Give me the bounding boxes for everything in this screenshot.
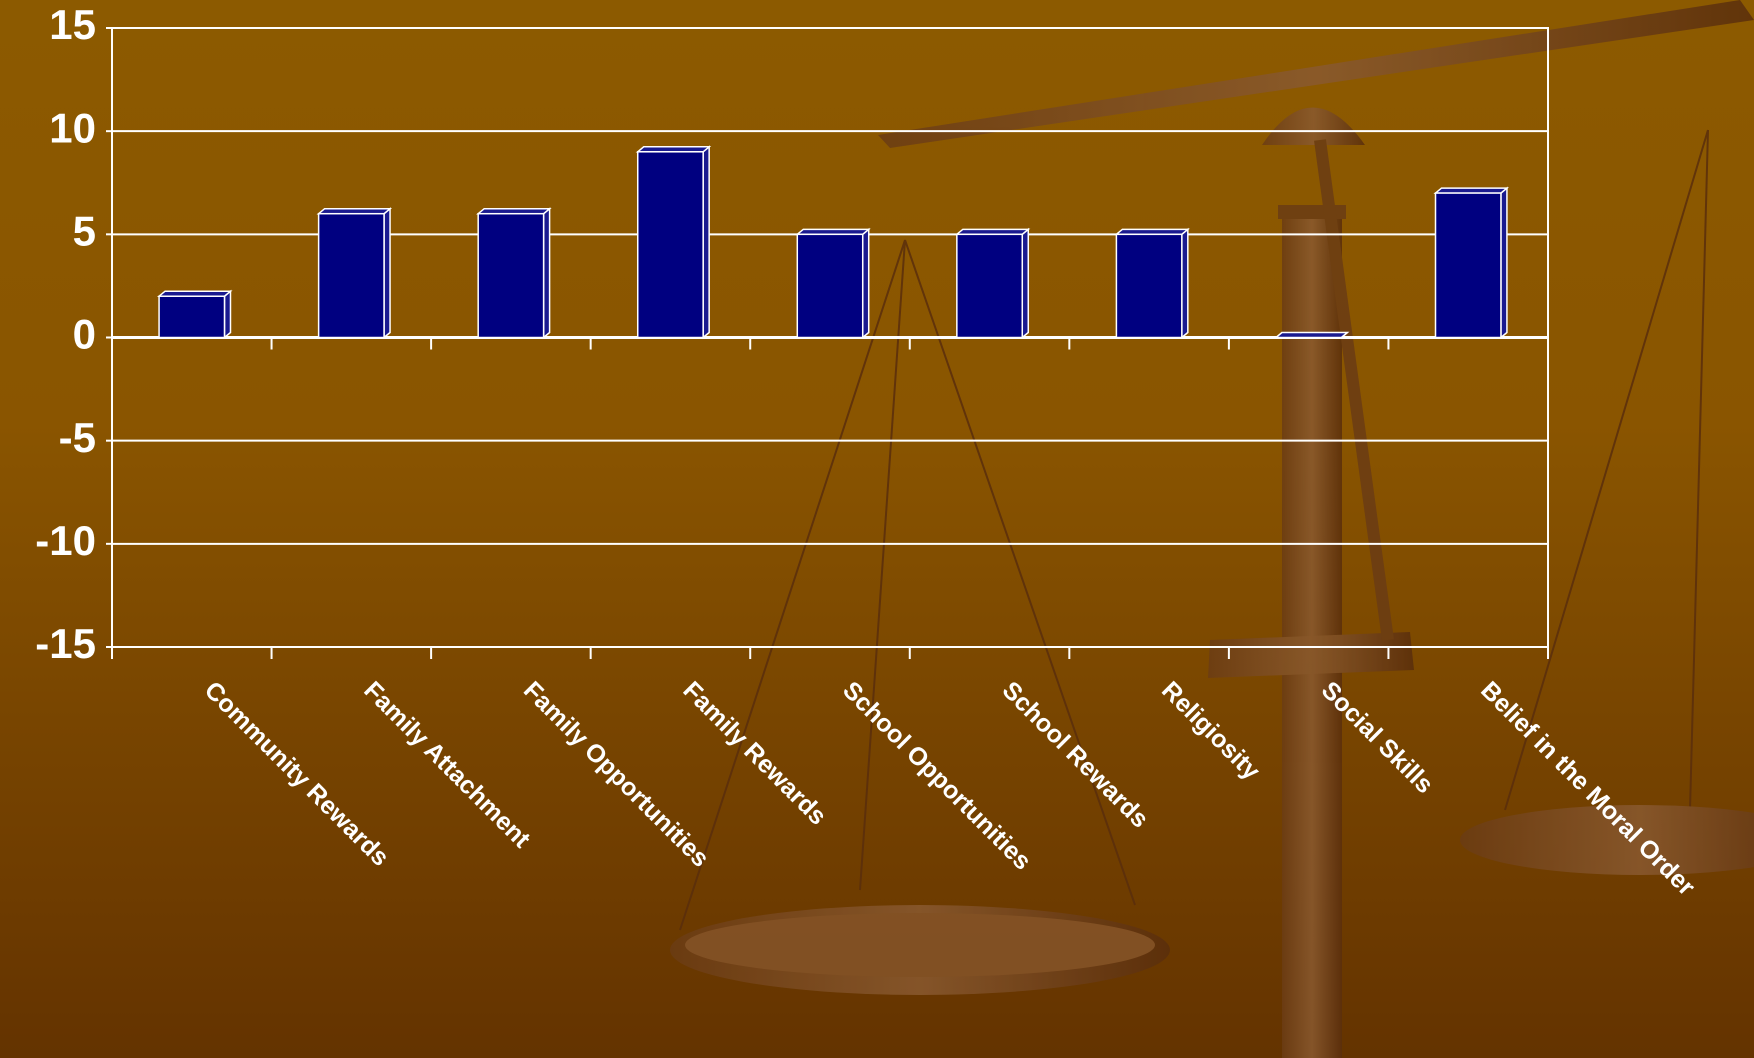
bar-side xyxy=(223,289,232,340)
bar-top xyxy=(1273,331,1350,339)
y-tick-label: 15 xyxy=(49,1,96,48)
bar-top xyxy=(316,207,393,215)
bar-side xyxy=(1181,227,1189,340)
bar-top xyxy=(476,207,552,215)
y-tick-label: -10 xyxy=(35,517,96,564)
bar xyxy=(956,233,1024,339)
bar xyxy=(796,233,864,339)
bar xyxy=(477,212,545,339)
bar xyxy=(317,212,385,339)
bar-side xyxy=(1500,186,1508,340)
y-tick-label: 5 xyxy=(73,207,96,254)
y-tick-label: -15 xyxy=(35,620,96,667)
bar xyxy=(636,151,704,339)
bar xyxy=(158,295,226,339)
bar xyxy=(1434,192,1502,339)
bar-side xyxy=(542,207,551,340)
y-tick-label: 0 xyxy=(73,311,96,358)
bar xyxy=(1115,233,1183,339)
bar-side xyxy=(1021,227,1030,340)
y-tick-label: 10 xyxy=(49,104,96,151)
bar-side xyxy=(383,207,391,340)
y-tick-label: -5 xyxy=(59,414,96,461)
scale-decoration xyxy=(670,0,1754,1058)
bar-side xyxy=(861,227,870,340)
bar-side xyxy=(702,145,710,340)
